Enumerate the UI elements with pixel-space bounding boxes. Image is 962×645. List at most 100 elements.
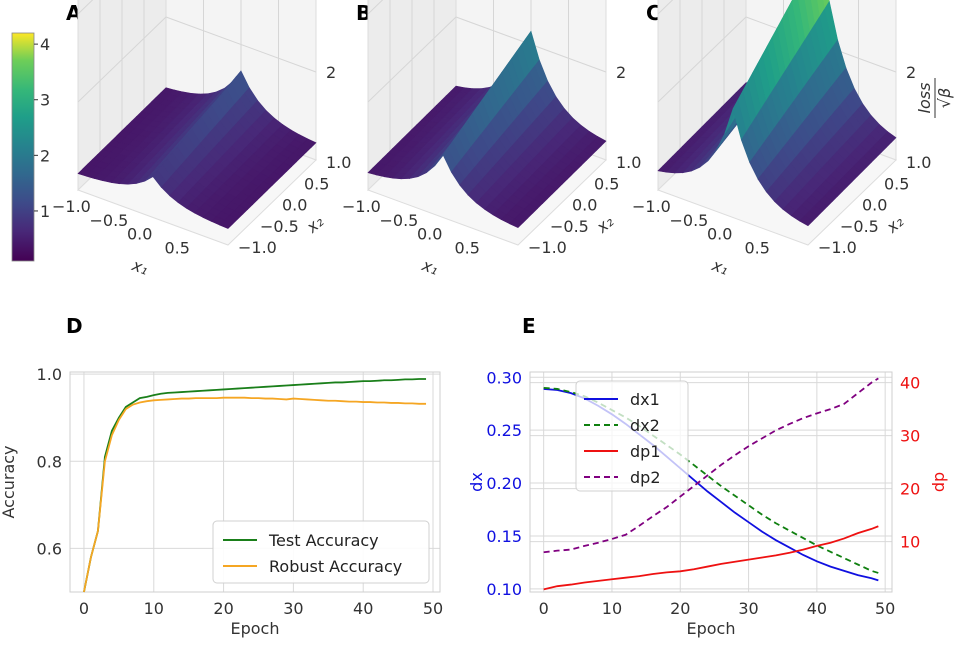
plot-frame [529,371,893,593]
accuracy-chart: 0 10 20 30 40 50 0.6 0.8 1.0 Epoch Accuracy Test Ac… [0,365,443,638]
y-tick-label: 0.6 [37,539,62,558]
x1-tick-label: −0.5 [380,211,419,230]
legend-entry: Test Accuracy [268,531,379,550]
x1-tick-label: 0.5 [455,238,480,257]
x2-tick-label: 0.0 [572,196,597,215]
colorbar-gradient [12,33,34,261]
series-line-dp2 [543,377,879,554]
x1-tick-label: 0.5 [165,238,190,257]
x1-axis-label: x₁ [419,255,441,279]
x2-tick-label: −1.0 [818,238,857,257]
z-axis-label-denominator: √β [935,88,954,108]
x-axis-label: Epoch [231,619,280,638]
x2-axis-label: x₂ [302,211,328,237]
z-axis-label-numerator: loss [915,83,934,114]
z-tick-label: 2 [616,63,626,82]
colorbar-tick-label: 1 [40,202,50,221]
x2-tick-label: 1.0 [326,153,351,172]
colorbar-border [11,32,35,262]
x2-tick-label: 0.5 [304,174,329,193]
x-tick-label: 0 [539,599,549,618]
y-tick-label: 1.0 [37,365,62,384]
x-axis-label: Epoch [687,619,736,638]
x2-tick-label: −1.0 [528,238,567,257]
z-tick-label: 2 [326,63,336,82]
x1-tick-label: 0.0 [127,225,152,244]
y-right-axis-label: dp [929,472,948,492]
x2-axis-label: x₂ [882,211,908,237]
x1-tick-label: −1.0 [342,197,381,216]
x-tick-label: 10 [144,599,164,618]
y-right-tick-label: 40 [900,374,920,393]
x2-tick-label: 1.0 [616,153,641,172]
plot-frame [69,371,441,593]
y-tick-label: 0.10 [486,580,522,599]
colorbar-tick-label: 3 [40,91,50,110]
legend-box [212,520,430,584]
x2-tick-label: −0.5 [840,217,879,236]
panel-label-c: C [646,1,661,25]
surface-patch [219,219,234,229]
surface-patch [799,215,814,227]
x1-tick-label: 0.5 [745,238,770,257]
surface-patch [509,218,524,229]
x-tick-label: 50 [423,599,443,618]
x1-tick-label: −1.0 [52,197,91,216]
y-axis-label: dx [467,472,486,492]
x1-axis-label: x₁ [129,255,151,279]
grid-line [657,16,897,103]
x-tick-label: 10 [602,599,622,618]
x2-tick-label: 0.0 [282,196,307,215]
colorbar: 4 3 2 1 [11,32,50,262]
legend-entry: Robust Accuracy [269,557,402,576]
series-line-dx2 [543,386,879,574]
surface-panels: A−1.0−0.50.00.5x₁1.00.50.0−0.5−1.0x₂42B−… [52,0,954,279]
x-tick-label: 50 [875,599,895,618]
y-tick-label: 0.25 [486,421,522,440]
grid-line [367,16,607,103]
legend-entry: dp2 [630,468,661,487]
x2-tick-label: 1.0 [906,153,931,172]
x2-tick-label: 0.0 [862,196,887,215]
series-line-test-accuracy [83,378,427,593]
x2-axis-label: x₂ [592,211,618,237]
x-tick-label: 20 [213,599,233,618]
series-line-robust-accuracy [83,396,427,593]
x-tick-label: 20 [670,599,690,618]
y-right-tick-label: 30 [900,427,920,446]
legend-entry: dx1 [630,390,660,409]
y-tick-label: 0.30 [486,368,522,387]
x-tick-label: 30 [283,599,303,618]
legend-box [575,380,689,492]
colorbar-ticks: 4 3 2 1 [34,35,50,221]
panel-label-e: E [522,314,536,338]
z-axis-label: loss √β [915,78,954,118]
x-tick-label: 40 [807,599,827,618]
x1-tick-label: −1.0 [632,197,671,216]
x1-tick-label: −0.5 [90,211,129,230]
x2-tick-label: −0.5 [550,217,589,236]
colorbar-tick-label: 2 [40,146,50,165]
x1-tick-label: 0.0 [417,225,442,244]
legend-entry: dx2 [630,416,660,435]
series-line-dp1 [543,525,879,591]
x2-tick-label: 0.5 [594,174,619,193]
grid-line [77,16,317,103]
y-right-tick-label: 10 [900,533,920,552]
y-tick-label: 0.8 [37,452,62,471]
legend-entry: dp1 [630,442,661,461]
surface-panel-c: C−1.0−0.50.00.5x₁1.00.50.0−0.5−1.0x₂42lo… [632,0,954,279]
y-tick-label: 0.15 [486,527,522,546]
panel-label-d: D [66,314,83,338]
y-tick-label: 0.20 [486,474,522,493]
y-right-tick-label: 20 [900,480,920,499]
x2-tick-label: 0.5 [884,174,909,193]
y-axis-label: Accuracy [0,445,18,518]
x-tick-label: 40 [353,599,373,618]
z-tick-label: 2 [906,63,916,82]
x2-tick-label: −1.0 [238,238,277,257]
surface [657,0,897,227]
